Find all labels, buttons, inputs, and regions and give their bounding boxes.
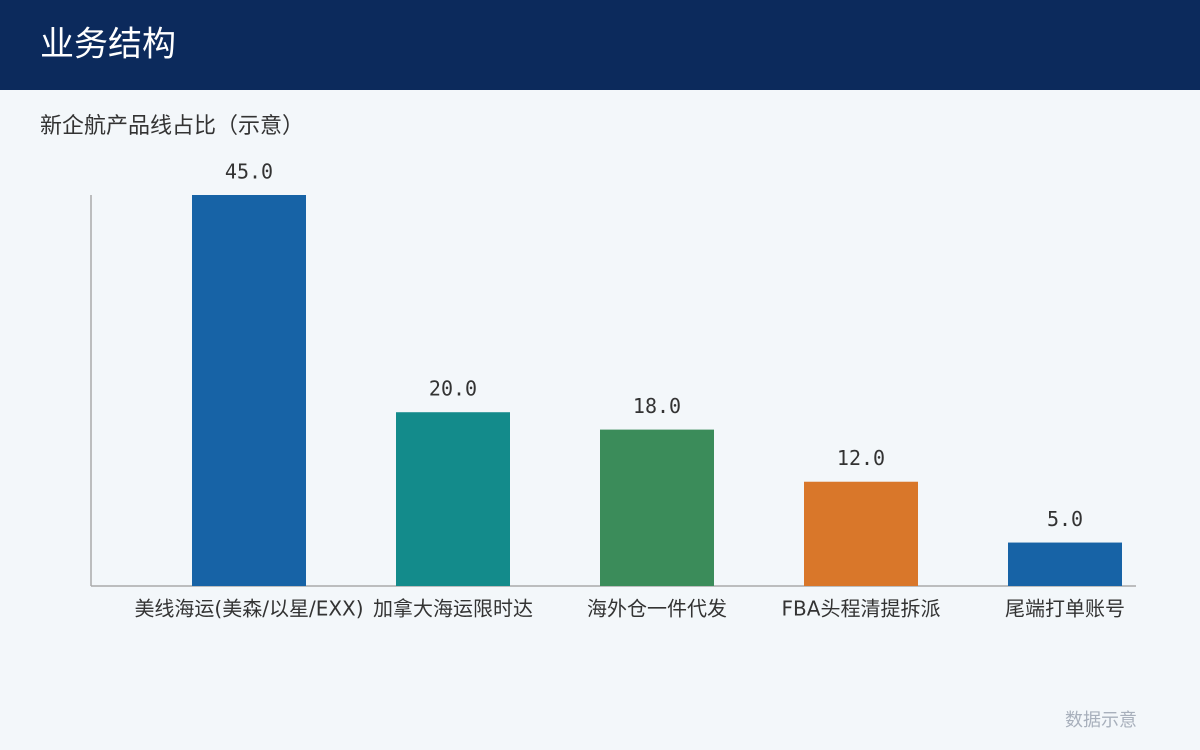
x-tick-label: 海外仓一件代发 bbox=[587, 597, 727, 621]
bar bbox=[192, 195, 306, 586]
x-tick-label: FBA头程清提拆派 bbox=[782, 597, 941, 621]
value-label: 20.0 bbox=[429, 377, 477, 401]
value-label: 5.0 bbox=[1047, 507, 1083, 531]
value-label: 45.0 bbox=[225, 160, 273, 184]
bar bbox=[600, 429, 714, 586]
value-label: 18.0 bbox=[633, 394, 681, 418]
bar bbox=[1008, 542, 1122, 586]
footer-note: 数据示意 bbox=[1065, 710, 1137, 731]
header-bar bbox=[0, 0, 1200, 90]
header-title: 业务结构 bbox=[40, 25, 176, 65]
bar bbox=[804, 481, 918, 586]
x-tick-label: 尾端打单账号 bbox=[1005, 597, 1125, 621]
chart-subtitle: 新企航产品线占比（示意） bbox=[40, 114, 304, 139]
x-tick-label: 美线海运(美森/以星/EXX) bbox=[134, 597, 363, 621]
x-tick-label: 加拿大海运限时达 bbox=[373, 597, 533, 621]
value-label: 12.0 bbox=[837, 446, 885, 470]
bar bbox=[396, 412, 510, 586]
